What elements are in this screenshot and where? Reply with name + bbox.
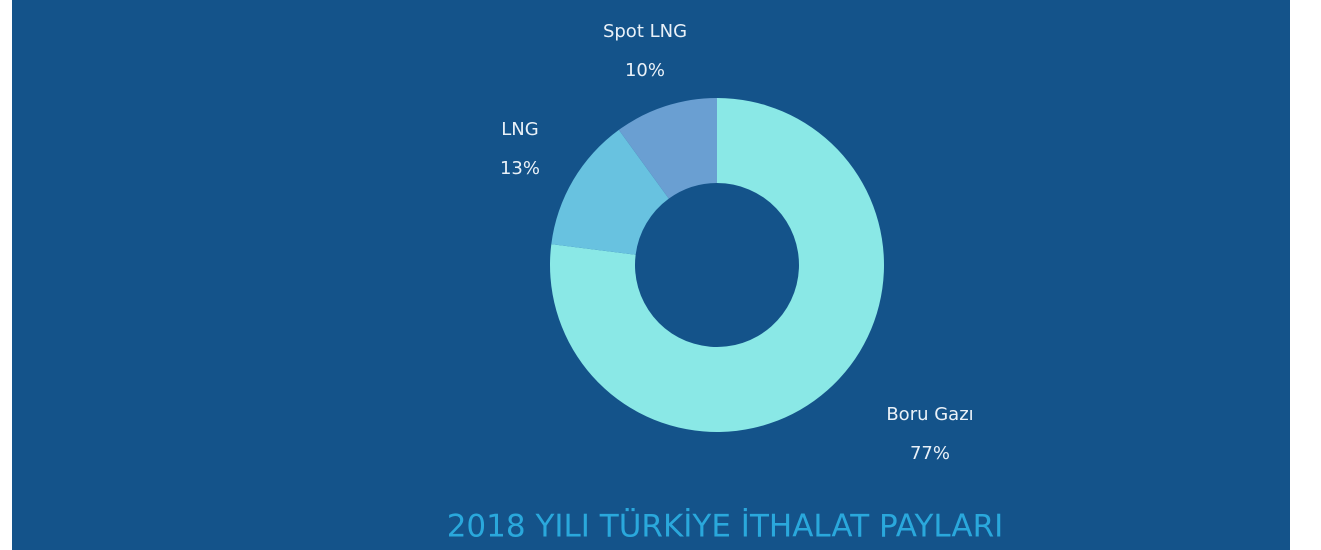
donut-slice xyxy=(551,129,669,255)
slice-value-label: 10% xyxy=(625,60,665,81)
slice-value-label: 77% xyxy=(910,443,950,464)
donut-slice xyxy=(550,98,884,432)
slice-label: LNG xyxy=(501,119,538,140)
slice-label: Spot LNG xyxy=(603,21,687,42)
slice-label: Boru Gazı xyxy=(886,404,973,425)
background xyxy=(12,0,1290,550)
chart-title: 2018 YILI TÜRKİYE İTHALAT PAYLARI xyxy=(447,508,1004,545)
donut-slice xyxy=(618,98,717,199)
slice-value-label: 13% xyxy=(500,158,540,179)
